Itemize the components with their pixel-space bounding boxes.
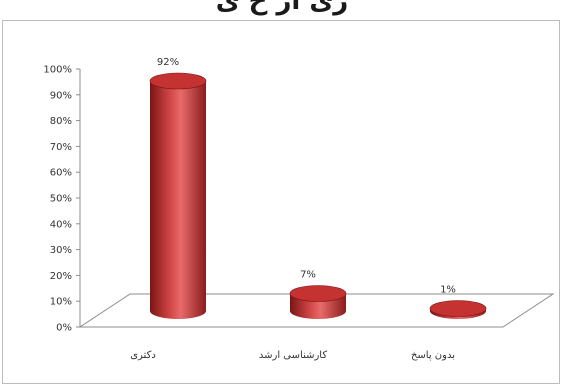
chart-frame <box>2 20 560 384</box>
chart-title-text: ری ار خ ی <box>215 0 349 16</box>
data-labels: 92% 7% 1% <box>157 57 456 296</box>
bar <box>149 72 207 319</box>
bars <box>149 72 487 319</box>
category-label: بدون پاسخ <box>411 350 455 361</box>
y-tick-label: 0% <box>56 323 72 334</box>
y-tick-label: 40% <box>50 219 72 230</box>
bar-top <box>429 300 487 317</box>
bar <box>289 285 347 319</box>
bar <box>429 300 487 319</box>
y-tick-label: 70% <box>50 142 72 153</box>
y-tick-label: 10% <box>50 297 72 308</box>
data-label: 1% <box>440 285 456 296</box>
category-label: کارشناسی ارشد <box>259 350 327 361</box>
category-label: دکتری <box>130 350 156 361</box>
bar-top <box>149 72 207 90</box>
y-tick-label: 90% <box>50 90 72 101</box>
y-axis-ticks: 0% 10% 20% 30% 40% 50% 60% 70% 80% 90% 100% <box>43 65 80 334</box>
y-tick-label: 30% <box>50 245 72 256</box>
bar-body <box>150 81 206 319</box>
chart-title-cropped: ری ار خ ی <box>0 0 564 22</box>
data-label: 7% <box>300 270 316 281</box>
category-labels: دکتری کارشناسی ارشد بدون پاسخ <box>130 350 455 361</box>
y-tick-label: 80% <box>50 116 72 127</box>
y-tick-label: 50% <box>50 194 72 205</box>
bar-top <box>289 285 347 302</box>
y-tick-label: 60% <box>50 168 72 179</box>
data-label: 92% <box>157 57 179 68</box>
chart-floor <box>78 293 555 328</box>
y-tick-label: 20% <box>50 271 72 282</box>
y-tick-label: 100% <box>43 65 72 76</box>
